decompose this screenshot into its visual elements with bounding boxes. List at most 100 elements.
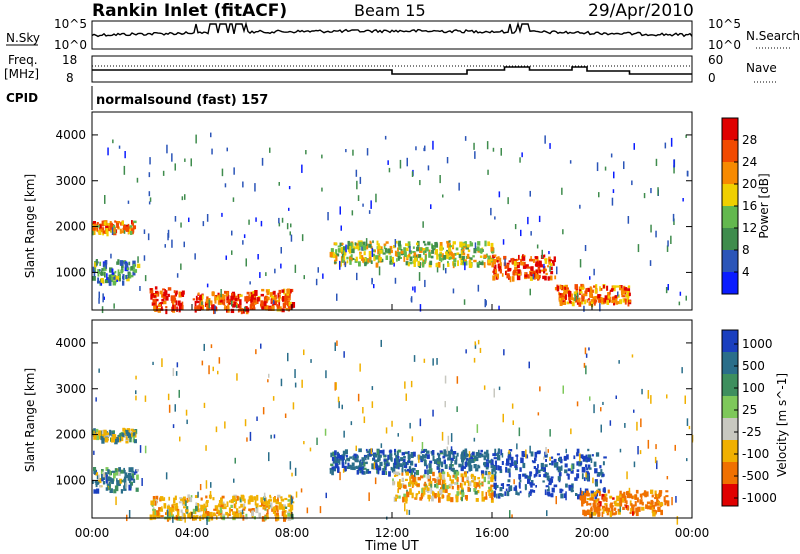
scatter-cell: [492, 147, 495, 152]
beam-title: Beam 15: [354, 1, 426, 20]
scatter-cell: [377, 465, 381, 468]
scatter-cell: [461, 458, 465, 463]
scatter-cell: [408, 460, 411, 464]
y-tick-label: 1000: [55, 473, 86, 487]
scatter-cell: [436, 267, 439, 273]
scatter-cell: [385, 427, 388, 434]
scatter-cell: [210, 300, 213, 306]
scatter-cell: [456, 252, 460, 256]
scatter-cell: [535, 256, 538, 260]
scatter-cell: [634, 501, 637, 507]
scatter-cell: [546, 492, 549, 496]
scatter-cell: [579, 259, 582, 268]
scatter-cell: [250, 496, 254, 502]
scatter-cell: [621, 292, 624, 298]
scatter-cell: [269, 499, 272, 502]
scatter-cell: [102, 293, 104, 303]
scatter-cell: [120, 469, 124, 474]
scatter-cell: [128, 484, 132, 491]
scatter-cell: [509, 462, 512, 468]
scatter-cell: [276, 304, 280, 310]
scatter-cell: [317, 267, 319, 273]
scatter-cell: [443, 255, 447, 260]
scatter-cell: [224, 183, 227, 188]
scatter-cell: [555, 496, 557, 505]
scatter-cell: [362, 241, 366, 246]
scatter-cell: [333, 461, 336, 464]
scatter-cell: [392, 478, 394, 482]
scatter-cell: [615, 297, 618, 304]
scatter-cell: [602, 473, 605, 477]
scatter-cell: [390, 262, 393, 265]
scatter-cell: [377, 454, 380, 460]
scatter-cell: [221, 168, 224, 177]
scatter-cell: [92, 430, 94, 435]
scatter-cell: [149, 514, 153, 521]
scatter-cell: [436, 465, 440, 470]
scatter-cell: [407, 262, 410, 267]
scatter-cell: [404, 469, 406, 472]
scatter-cell: [527, 478, 531, 484]
scatter-cell: [465, 457, 469, 461]
x-tick-label: 16:00: [475, 526, 510, 540]
scatter-cell: [589, 511, 593, 518]
scatter-cell: [400, 250, 404, 254]
scatter-cell: [543, 473, 547, 478]
scatter-cell: [438, 497, 441, 503]
scatter-cell: [259, 272, 261, 278]
scatter-cell: [374, 459, 378, 463]
scatter-cell: [179, 302, 182, 307]
scatter-cell: [284, 497, 288, 501]
scatter-cell: [175, 300, 178, 306]
scatter-cell: [447, 473, 450, 477]
scatter-cell: [597, 498, 600, 501]
scatter-cell: [101, 268, 105, 271]
scatter-cell: [578, 301, 582, 307]
scatter-cell: [593, 404, 595, 414]
scatter-cell: [239, 294, 243, 297]
scatter-cell: [411, 171, 414, 177]
scatter-cell: [432, 478, 436, 481]
scatter-cell: [633, 409, 635, 413]
scatter-cell: [460, 489, 464, 494]
scatter-cell: [665, 287, 668, 294]
colorbar-segment: [722, 206, 738, 229]
scatter-cell: [93, 270, 96, 277]
scatter-cell: [536, 450, 541, 455]
scatter-cell: [503, 255, 507, 260]
scatter-cell: [619, 506, 621, 513]
scatter-cell: [167, 509, 169, 517]
scatter-cell: [255, 507, 259, 514]
scatter-cell: [397, 247, 399, 252]
scatter-cell: [494, 472, 497, 477]
scatter-cell: [178, 501, 182, 504]
scatter-cell: [589, 291, 593, 298]
scatter-cell: [499, 487, 503, 492]
scatter-cell: [591, 454, 594, 457]
scatter-cell: [253, 305, 256, 309]
scatter-cell: [678, 301, 681, 306]
scatter-cell: [175, 507, 179, 511]
scatter-cell: [253, 295, 256, 299]
scatter-cell: [149, 197, 152, 202]
scatter-cell: [457, 488, 460, 491]
scatter-cell: [468, 465, 472, 472]
scatter-cell: [121, 264, 124, 269]
scatter-cell: [545, 459, 547, 462]
scatter-cell: [260, 220, 263, 227]
scatter-cell: [511, 456, 514, 462]
scatter-cell: [199, 296, 203, 301]
scatter-cell: [286, 298, 289, 301]
scatter-cell: [226, 298, 229, 304]
scatter-cell: [385, 471, 388, 475]
scatter-cell: [334, 382, 336, 391]
scatter-cell: [421, 442, 424, 451]
scatter-cell: [495, 484, 499, 488]
scatter-cell: [490, 497, 494, 503]
scatter-cell: [520, 258, 523, 263]
scatter-cell: [617, 508, 621, 512]
scatter-cell: [390, 466, 393, 471]
scatter-cell: [651, 494, 654, 498]
scatter-cell: [303, 441, 305, 445]
scatter-cell: [236, 305, 240, 308]
